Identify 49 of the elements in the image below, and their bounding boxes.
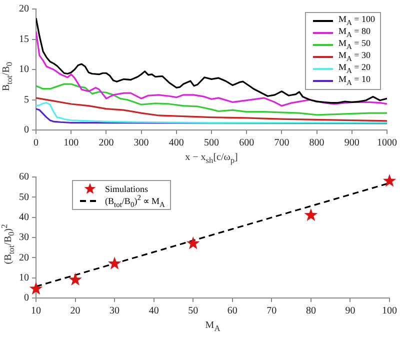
y-tick-label: 50 [19, 192, 29, 203]
x-tick-label: 1000 [377, 138, 397, 149]
legend-label: M$_{A}$ = 30 [338, 50, 370, 63]
legend-label: M$_{A}$ = 50 [338, 38, 370, 51]
x-tick-label: 100 [382, 306, 397, 317]
x-tick-label: 20 [70, 306, 80, 317]
point [382, 174, 396, 187]
y-tick-label: 5 [24, 94, 29, 106]
point [29, 282, 43, 295]
legend-label: Simulations [105, 183, 148, 195]
x-tick-label: 70 [266, 306, 277, 317]
x-tick-label: 200 [98, 138, 114, 149]
y-tick-label: 20 [19, 252, 29, 264]
y-tick-label: 60 [19, 172, 29, 183]
legend-label: M$_{A}$ = 20 [338, 62, 370, 75]
x-tick-label: 50 [188, 306, 198, 317]
x-tick-label: 40 [148, 306, 159, 317]
x-tick-label: 90 [345, 306, 356, 317]
y-tick-label: 0 [24, 124, 29, 136]
x-tick-label: 0 [34, 138, 38, 149]
x-tick-label: 700 [274, 138, 290, 149]
legend-label: M$_{A}$ = 80 [338, 26, 370, 39]
legend-label: M$_{A}$ = 100 [338, 14, 375, 27]
x-tick-label: 80 [306, 306, 316, 317]
x-tick-label: 100 [64, 138, 79, 149]
point [108, 256, 122, 270]
y-tick-label: 10 [19, 64, 29, 76]
legend-label: (B$_{tot}$/B$_{0}$)$^{2}$ ∝ M$_{A}$ [105, 192, 165, 208]
x-tick-label: 500 [204, 138, 219, 149]
y-tick-label: 15 [19, 34, 29, 45]
x-tick-label: 30 [110, 306, 120, 317]
point [186, 236, 200, 250]
point [304, 208, 318, 221]
y-tick-label: 20 [19, 4, 29, 15]
x-axis-title: M$_{A}$ [204, 320, 222, 335]
x-tick-label: 800 [309, 138, 324, 149]
x-tick-label: 900 [344, 138, 360, 149]
point [68, 272, 82, 286]
x-tick-label: 300 [134, 138, 149, 149]
x-tick-label: 60 [227, 306, 238, 317]
legend-label: M$_{A}$ = 10 [338, 73, 370, 89]
x-tick-label: 400 [168, 138, 184, 149]
y-tick-label: 40 [19, 212, 29, 223]
y-tick-label: 30 [19, 232, 29, 244]
y-tick-label: 0 [24, 292, 29, 304]
x-tick-label: 10 [31, 306, 41, 317]
y-tick-label: 10 [19, 272, 29, 284]
x-axis-title: x − x$_{sh}$[c/ω$_{p}$] [184, 152, 239, 167]
x-tick-label: 600 [239, 138, 254, 149]
